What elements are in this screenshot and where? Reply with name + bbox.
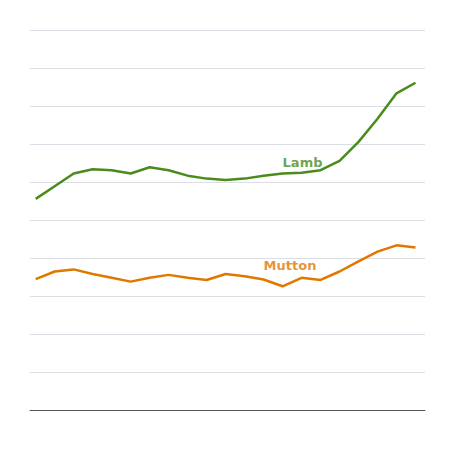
svg-text:Lamb: Lamb bbox=[283, 155, 323, 170]
svg-text:Mutton: Mutton bbox=[264, 258, 317, 273]
